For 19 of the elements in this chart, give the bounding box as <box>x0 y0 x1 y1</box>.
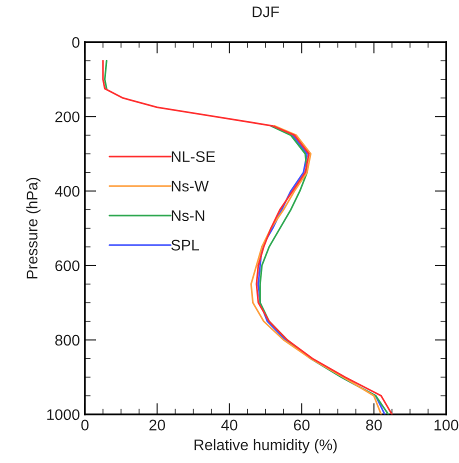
y-tick-label: 800 <box>55 334 80 346</box>
y-tick-label: 200 <box>55 111 80 122</box>
legend-label: Ns-N <box>172 210 204 222</box>
x-tick-label: 60 <box>294 420 310 430</box>
y-axis-title: Pressure (hPa) <box>26 178 41 278</box>
x-axis-title: Relative humidity (%) <box>194 439 337 454</box>
x-tick-label: 100 <box>434 420 458 430</box>
x-tick-label: 0 <box>81 420 89 430</box>
chart-title: DJF <box>252 6 279 18</box>
legend-label: NL-SE <box>172 151 215 162</box>
y-tick-label: 400 <box>54 186 80 197</box>
y-tick-label: 1000 <box>47 409 80 420</box>
y-tick-label: 600 <box>55 260 80 272</box>
x-tick-label: 20 <box>149 420 166 430</box>
x-tick-label: 80 <box>366 420 382 430</box>
legend-label: Ns-W <box>172 180 209 192</box>
y-tick-label: 0 <box>72 37 80 48</box>
legend-label: SPL <box>171 240 199 251</box>
x-tick-label: 40 <box>221 420 238 430</box>
